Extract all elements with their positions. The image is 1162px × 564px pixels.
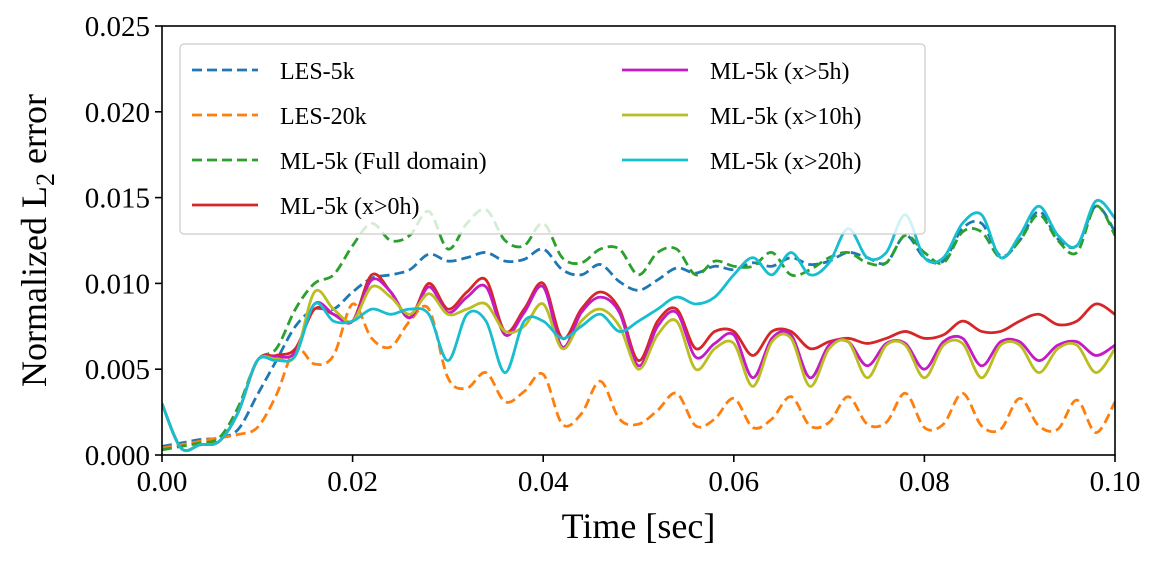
- y-axis-label: Normalized L2 error: [14, 94, 60, 387]
- legend-label-0: LES-5k: [280, 59, 355, 85]
- y-axis-label-subscript: 2: [31, 173, 60, 186]
- legend-label-2: ML-5k (Full domain): [280, 149, 487, 175]
- y-tick-label: 0.000: [85, 440, 150, 472]
- series-line-2: [162, 204, 1115, 452]
- x-tick-label: 0.00: [137, 466, 188, 498]
- legend-label-4: ML-5k (x>5h): [710, 59, 850, 85]
- y-tick-label: 0.010: [85, 268, 150, 300]
- legend-box: [179, 43, 926, 235]
- legend-label-3: ML-5k (x>0h): [280, 194, 420, 220]
- ticks-layer: 0.00 0.02 0.04 0.06 0.08 0.10 0.000 0.005 0.010 0…: [85, 11, 1141, 498]
- legend: LES-5k LES-20k ML-5k (Full domain) ML-5k (x…: [179, 43, 926, 235]
- y-tick-label: 0.020: [85, 97, 150, 129]
- y-tick-label: 0.005: [85, 354, 150, 386]
- x-tick-label: 0.10: [1090, 466, 1141, 498]
- series-line-6: [162, 198, 1115, 453]
- y-tick-label: 0.015: [85, 183, 150, 215]
- y-axis-label-suffix: error: [14, 94, 54, 173]
- legend-label-1: LES-20k: [280, 104, 367, 130]
- legend-label-5: ML-5k (x>10h): [710, 104, 862, 130]
- axes-frame: [161, 25, 1116, 456]
- x-axis-label: Time [sec]: [562, 506, 716, 546]
- x-tick-label: 0.04: [518, 466, 569, 498]
- y-tick-label: 0.025: [85, 11, 150, 43]
- legend-label-6: ML-5k (x>20h): [710, 149, 862, 175]
- x-tick-label: 0.02: [327, 466, 378, 498]
- y-axis-label-main: Normalized L: [14, 186, 54, 387]
- series-line-1: [162, 302, 1115, 450]
- x-tick-label: 0.08: [899, 466, 950, 498]
- series-line-5: [162, 284, 1115, 453]
- series-layer: [162, 198, 1115, 453]
- x-tick-label: 0.06: [708, 466, 759, 498]
- series-line-3: [162, 272, 1115, 453]
